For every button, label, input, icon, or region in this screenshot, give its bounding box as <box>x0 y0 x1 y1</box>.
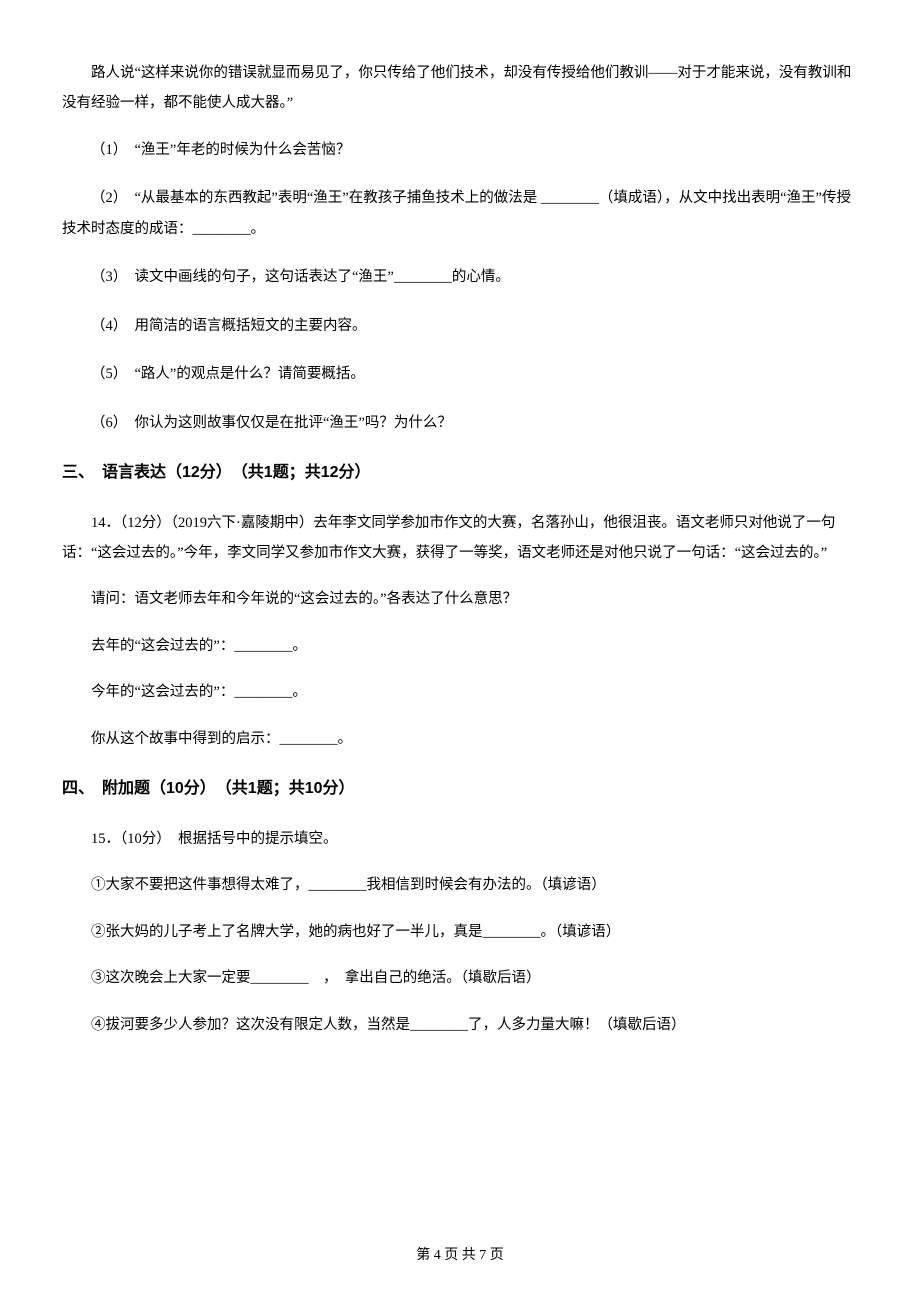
s4-item2-pre: ②张大妈的儿子考上了名牌大学，她的病也好了一半儿，真是 <box>91 924 483 940</box>
question-3: （3） 读文中画线的句子，这句话表达了“渔王”________的心情。 <box>62 262 858 292</box>
page-footer: 第 4 页 共 7 页 <box>0 1241 920 1270</box>
q2-pre: （2） “从最基本的东西教起”表明“渔王”在教孩子捕鱼技术上的做法是 <box>91 190 541 206</box>
s4-item3-pre: ③这次晚会上大家一定要 <box>91 970 251 986</box>
s3-line2-blank[interactable]: ________ <box>234 684 292 700</box>
s4-item3-blank[interactable]: ________ <box>251 970 309 986</box>
q2-blank-1[interactable]: ________ <box>541 190 599 206</box>
section-4-item-4: ④拔河要多少人参加？这次没有限定人数，当然是________了，人多力量大嘛！（… <box>62 1010 858 1040</box>
s4-item2-blank[interactable]: ________ <box>483 924 541 940</box>
section-3-line-this-year: 今年的“这会过去的”：________。 <box>62 677 858 707</box>
s3-line1-blank[interactable]: ________ <box>234 638 292 654</box>
q3-blank[interactable]: ________ <box>394 269 452 285</box>
q2-blank-2[interactable]: ________ <box>193 221 251 237</box>
s3-line1-pre: 去年的“这会过去的”： <box>91 638 234 654</box>
s4-item1-blank[interactable]: ________ <box>309 877 367 893</box>
section-4-item-3: ③这次晚会上大家一定要________ ， 拿出自己的绝活。（填歇后语） <box>62 963 858 993</box>
question-2: （2） “从最基本的东西教起”表明“渔王”在教孩子捕鱼技术上的做法是 _____… <box>62 183 858 244</box>
q3-pre: （3） 读文中画线的句子，这句话表达了“渔王” <box>91 269 394 285</box>
intro-paragraph: 路人说“这样来说你的错误就显而易见了，你只传给了他们技术，却没有传授给他们教训—… <box>62 58 858 119</box>
s4-item2-end: 。（填谚语） <box>541 924 621 940</box>
s3-line3-blank[interactable]: ________ <box>280 731 338 747</box>
section-4-item-2: ②张大妈的儿子考上了名牌大学，她的病也好了一半儿，真是________。（填谚语… <box>62 917 858 947</box>
section-4-prompt: 15．（10分） 根据括号中的提示填空。 <box>62 824 858 854</box>
q3-end: 的心情。 <box>452 269 510 285</box>
s4-item1-pre: ①大家不要把这件事想得太难了， <box>91 877 309 893</box>
s3-line2-end: 。 <box>292 684 307 700</box>
section-3-line-insight: 你从这个故事中得到的启示：________。 <box>62 724 858 754</box>
s4-item1-end: 我相信到时候会有办法的。（填谚语） <box>367 877 606 893</box>
s3-line1-end: 。 <box>292 638 307 654</box>
question-1: （1） “渔王”年老的时候为什么会苦恼？ <box>62 135 858 165</box>
s3-line2-pre: 今年的“这会过去的”： <box>91 684 234 700</box>
section-4-item-1: ①大家不要把这件事想得太难了，________我相信到时候会有办法的。（填谚语） <box>62 870 858 900</box>
section-3-line-last-year: 去年的“这会过去的”：________。 <box>62 631 858 661</box>
s4-item4-blank[interactable]: ________ <box>410 1017 468 1033</box>
s4-item3-end: ， 拿出自己的绝活。（填歇后语） <box>309 970 541 986</box>
question-5: （5） “路人”的观点是什么？请简要概括。 <box>62 359 858 389</box>
s4-item4-pre: ④拔河要多少人参加？这次没有限定人数，当然是 <box>91 1017 410 1033</box>
section-3-prompt: 14．（12分）（2019六下·嘉陵期中）去年李文同学参加市作文的大赛，名落孙山… <box>62 508 858 569</box>
q2-end: 。 <box>251 221 266 237</box>
question-4: （4） 用简洁的语言概括短文的主要内容。 <box>62 311 858 341</box>
s3-line3-end: 。 <box>338 731 353 747</box>
section-3-heading: 三、 语言表达（12分） （共1题；共12分） <box>62 456 858 490</box>
s3-line3-pre: 你从这个故事中得到的启示： <box>91 731 280 747</box>
question-6: （6） 你认为这则故事仅仅是在批评“渔王”吗？为什么？ <box>62 408 858 438</box>
s4-item4-end: 了，人多力量大嘛！（填歇后语） <box>468 1017 686 1033</box>
section-4-heading: 四、 附加题（10分） （共1题；共10分） <box>62 772 858 806</box>
section-3-ask: 请问：语文老师去年和今年说的“这会过去的。”各表达了什么意思？ <box>62 584 858 614</box>
